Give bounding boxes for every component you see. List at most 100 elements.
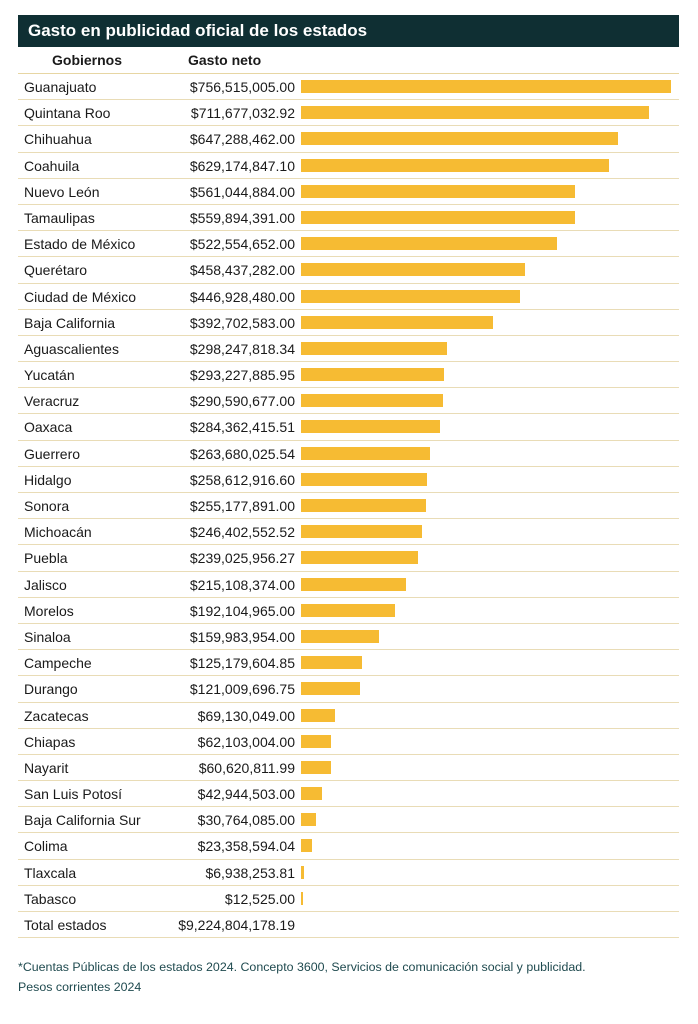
spend-value: $446,928,480.00 — [189, 288, 295, 305]
table-row: Quintana Roo $711,677,032.92 — [18, 100, 679, 127]
state-name: Baja California Sur — [24, 812, 141, 829]
spend-value: $159,983,954.00 — [189, 628, 295, 645]
state-name: Morelos — [24, 602, 74, 619]
spend-value: $192,104,965.00 — [189, 602, 295, 619]
spend-bar — [301, 263, 526, 277]
table-row: Chiapas $62,103,004.00 — [18, 729, 679, 755]
spend-bar — [301, 734, 332, 748]
state-name: Quintana Roo — [24, 105, 111, 122]
state-name: Ciudad de México — [24, 288, 137, 305]
spend-bar — [301, 499, 426, 512]
spend-bar — [301, 682, 361, 696]
spend-value: $246,402,552.52 — [189, 524, 295, 541]
spend-value: $6,938,253.81 — [205, 864, 295, 881]
table-row: Baja California Sur $30,764,085.00 — [18, 807, 679, 834]
state-name: Tabasco — [24, 890, 77, 907]
table-body: Guanajuato $756,515,005.00 Quintana Roo $71… — [18, 74, 679, 912]
spend-value: $125,179,604.85 — [189, 655, 295, 672]
total-label: Total estados — [24, 917, 107, 933]
table-row: Guerrero $263,680,025.54 — [18, 441, 679, 467]
spend-value: $12,525.00 — [224, 890, 295, 907]
spend-value: $121,009,696.75 — [189, 681, 295, 698]
spend-bar — [301, 158, 609, 172]
spend-bar — [301, 865, 305, 879]
state-name: Aguascalientes — [24, 340, 119, 357]
state-name: Nayarit — [24, 759, 69, 776]
table-row: Sinaloa $159,983,954.00 — [18, 624, 679, 651]
spend-bar — [301, 210, 575, 224]
spend-bar — [301, 106, 650, 120]
table-row: Tlaxcala $6,938,253.81 — [18, 860, 679, 886]
table-row: Ciudad de México $446,928,480.00 — [18, 284, 679, 310]
table-row: Querétaro $458,437,282.00 — [18, 257, 679, 284]
table-row: Puebla $239,025,956.27 — [18, 545, 679, 572]
table-row: Coahuila $629,174,847.10 — [18, 153, 679, 179]
spend-value: $290,590,677.00 — [189, 393, 295, 410]
spend-value: $62,103,004.00 — [197, 733, 295, 750]
state-name: Veracruz — [24, 393, 80, 410]
table-row: Chihuahua $647,288,462.00 — [18, 126, 679, 153]
state-name: Estado de México — [24, 236, 136, 253]
table-row: Nayarit $60,620,811.99 — [18, 755, 679, 782]
spend-bar — [301, 184, 576, 198]
table-row: Nuevo León $561,044,884.00 — [18, 179, 679, 205]
table-row: Colima $23,358,594.04 — [18, 833, 679, 860]
spend-bar — [301, 839, 313, 853]
spend-value: $293,227,885.95 — [189, 367, 295, 384]
state-name: San Luis Potosí — [24, 786, 123, 803]
spend-value: $215,108,374.00 — [189, 576, 295, 593]
spend-bar — [301, 341, 447, 355]
spend-bar — [301, 237, 557, 251]
state-name: Sonora — [24, 498, 70, 514]
state-name: Chihuahua — [24, 131, 92, 148]
table-row: Baja California $392,702,583.00 — [18, 310, 679, 336]
table-row: Yucatán $293,227,885.95 — [18, 362, 679, 389]
state-name: Tlaxcala — [24, 864, 77, 881]
state-name: Durango — [24, 681, 78, 698]
chart-title: Gasto en publicidad oficial de los estad… — [18, 15, 679, 47]
table-row: Jalisco $215,108,374.00 — [18, 572, 679, 598]
footnote-line-2: Pesos corrientes 2024 — [18, 980, 142, 994]
spend-value: $284,362,415.51 — [189, 419, 295, 436]
state-name: Hidalgo — [24, 471, 72, 488]
state-name: Guerrero — [24, 445, 81, 462]
state-name: Baja California — [24, 314, 116, 331]
state-name: Colima — [24, 838, 68, 855]
table-row: Tamaulipas $559,894,391.00 — [18, 205, 679, 232]
state-name: Guanajuato — [24, 79, 97, 95]
spend-value: $711,677,032.92 — [190, 105, 295, 122]
spend-value: $629,174,847.10 — [189, 157, 295, 174]
spend-bar — [301, 760, 331, 774]
table-row: Aguascalientes $298,247,818.34 — [18, 336, 679, 363]
spend-bar — [301, 787, 322, 801]
table-row: Zacatecas $69,130,049.00 — [18, 703, 679, 729]
state-name: Chiapas — [24, 733, 76, 750]
spend-value: $559,894,391.00 — [189, 209, 295, 226]
spend-bar — [301, 813, 317, 827]
table-row: Estado de México $522,554,652.00 — [18, 231, 679, 258]
spend-bar — [301, 551, 418, 565]
spend-value: $42,944,503.00 — [197, 786, 295, 803]
state-name: Zacatecas — [24, 707, 89, 724]
table-row: Hidalgo $258,612,916.60 — [18, 467, 679, 493]
spend-value: $60,620,811.99 — [198, 759, 295, 776]
spend-value: $298,247,818.34 — [189, 340, 295, 357]
total-row: Total estados $9,224,804,178.19 — [18, 912, 679, 939]
header-gasto-neto: Gasto neto — [188, 52, 262, 68]
spend-bar — [301, 708, 335, 722]
state-name: Oaxaca — [24, 419, 73, 436]
spend-bar — [301, 289, 520, 303]
spend-bar — [301, 132, 618, 146]
table-row: Morelos $192,104,965.00 — [18, 598, 679, 624]
footnote-line-1: *Cuentas Públicas de los estados 2024. C… — [18, 960, 586, 974]
spend-bar — [301, 577, 407, 591]
spend-bar — [301, 446, 430, 460]
spend-value: $258,612,916.60 — [189, 471, 295, 488]
state-name: Yucatán — [24, 367, 75, 384]
table-row: Durango $121,009,696.75 — [18, 676, 679, 703]
spend-bar — [301, 603, 395, 617]
spend-value: $23,358,594.04 — [197, 838, 295, 855]
data-table: Gobiernos Gasto neto Guanajuato $756,515,… — [18, 49, 679, 939]
spend-bar — [301, 80, 671, 93]
spend-value: $30,764,085.00 — [197, 812, 295, 829]
